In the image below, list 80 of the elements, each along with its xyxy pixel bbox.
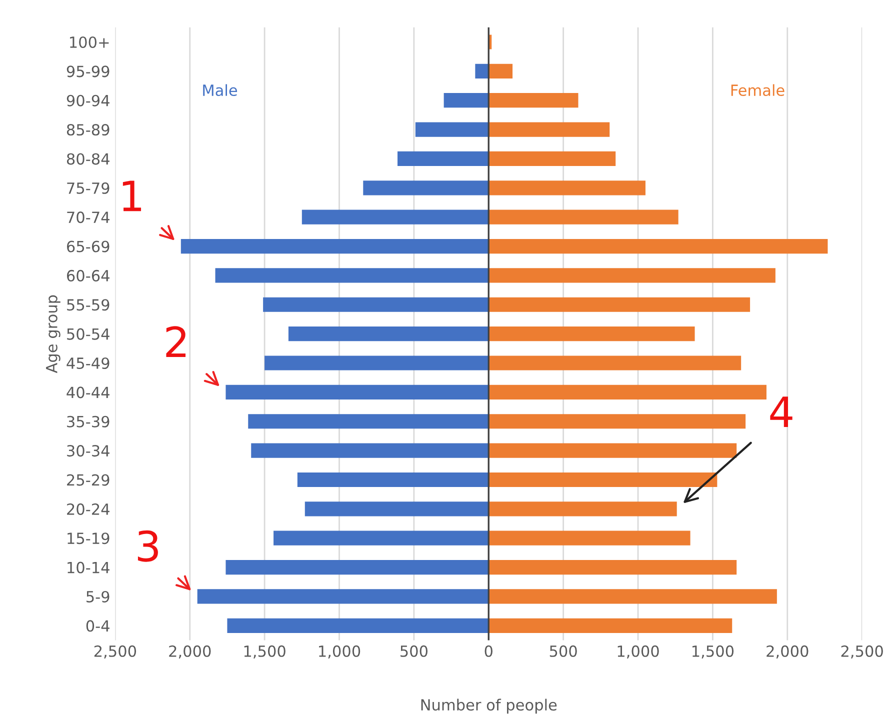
bar: [488, 151, 616, 166]
bar: [215, 268, 489, 283]
x-axis-title: Number of people: [421, 698, 557, 714]
x-tick-label: 0: [484, 645, 492, 657]
y-tick-label: 85-89: [66, 124, 110, 136]
bar: [488, 64, 513, 78]
bar: [226, 560, 489, 575]
bar: [288, 326, 489, 342]
y-tick-label: 50-54: [67, 328, 110, 340]
bar: [444, 93, 489, 108]
text: Male: [203, 84, 238, 96]
bar: [274, 530, 489, 546]
bar: [488, 589, 777, 604]
bar: [488, 502, 677, 516]
bar: [197, 589, 489, 604]
x-tick-label: 500: [400, 645, 428, 657]
bar: [226, 384, 489, 400]
y-tick-label: 30-34: [67, 445, 110, 457]
bar: [415, 122, 489, 137]
bar: [488, 210, 678, 224]
x-tick-label: 2,500: [94, 645, 136, 658]
bar: [488, 93, 578, 108]
bar: [488, 530, 690, 546]
x-tick-label: 1,000: [618, 645, 659, 658]
annotation: 2: [166, 326, 186, 357]
y-tick-label: 75-79: [67, 182, 110, 194]
bar: [488, 238, 828, 254]
bar: [251, 443, 489, 458]
y-tick-label: 100+: [70, 36, 109, 48]
y-tick-label: 80-84: [66, 153, 110, 165]
y-tick-label: 40-44: [66, 386, 110, 398]
x-tick-label: 1,000: [319, 645, 360, 658]
bar: [488, 443, 737, 458]
x-tick-label: 1,500: [692, 645, 734, 658]
y-axis-title: Age group: [46, 295, 60, 374]
x-tick-label: 2,500: [841, 645, 883, 658]
y-tick-label: 65-69: [66, 240, 110, 252]
bar: [363, 180, 489, 196]
bar: [488, 180, 646, 196]
x-tick-label: 2,000: [766, 645, 808, 658]
y-tick-label: 10-14: [68, 562, 110, 574]
bar: [488, 356, 742, 370]
bar: [304, 502, 489, 516]
bar: [263, 297, 489, 312]
x-tick-label: 1,500: [244, 645, 286, 658]
bar: [488, 618, 732, 633]
y-tick-label: 90-94: [66, 94, 110, 106]
bar: [488, 414, 746, 429]
y-tick-label: 20-24: [67, 503, 110, 515]
bar: [488, 297, 750, 312]
bar: [297, 472, 489, 488]
bar: [302, 210, 489, 224]
bar: [398, 151, 489, 166]
y-tick-label: 15-19: [68, 532, 110, 544]
y-tick-label: 60-64: [66, 270, 110, 282]
bar: [488, 268, 776, 283]
bar: [488, 326, 695, 342]
y-tick-label: 95-99: [66, 66, 110, 78]
bar: [488, 384, 766, 400]
y-tick-label: 35-39: [67, 416, 110, 428]
x-tick-label: 2,000: [169, 645, 211, 658]
bar: [488, 472, 718, 488]
bar: [227, 618, 489, 633]
annotation: 1: [122, 180, 142, 212]
text: Female: [731, 84, 784, 96]
bar: [264, 356, 489, 370]
bar: [475, 64, 489, 78]
y-tick-label: 0-4: [86, 620, 110, 632]
bar: [180, 238, 489, 254]
bar: [488, 122, 610, 137]
y-tick-label: 55-59: [67, 299, 110, 311]
y-tick-label: 70-74: [67, 212, 110, 224]
y-tick-label: 5-9: [86, 590, 110, 602]
annotation: 4: [770, 396, 792, 428]
x-tick-label: 500: [550, 645, 577, 657]
bar: [248, 414, 489, 429]
annotation: 3: [138, 530, 158, 562]
y-tick-label: 25-29: [67, 474, 110, 486]
bar: [488, 560, 737, 575]
y-tick-label: 45-49: [66, 357, 110, 370]
